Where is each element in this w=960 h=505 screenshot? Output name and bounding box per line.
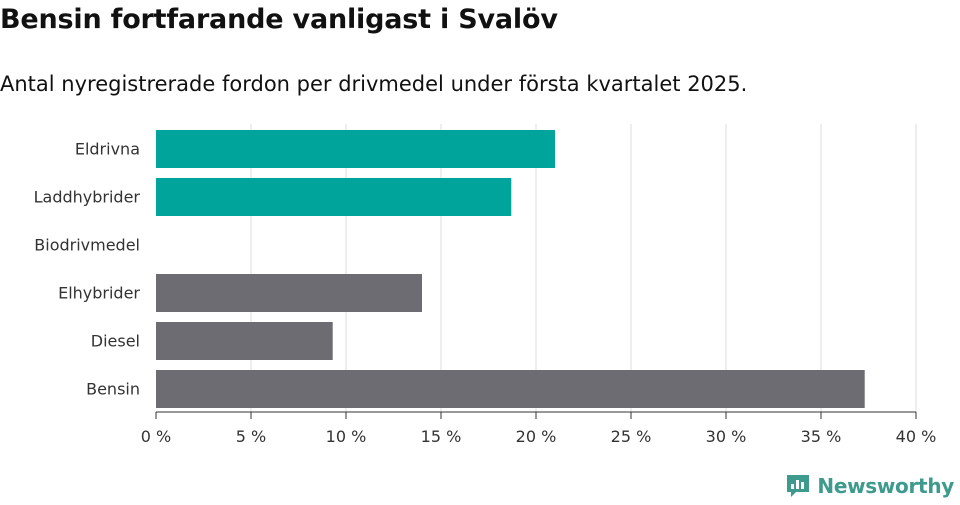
brand-logo: Newsworthy bbox=[785, 473, 954, 499]
x-tick-label: 35 % bbox=[801, 427, 842, 446]
bar-bensin bbox=[156, 370, 865, 408]
category-label: Diesel bbox=[91, 332, 140, 351]
chart-subtitle: Antal nyregistrerade fordon per drivmede… bbox=[0, 72, 748, 96]
x-axis: 0 % 5 % 10 % 15 % 20 % 25 % 30 % 35 % 40 % bbox=[141, 411, 937, 446]
x-tick-label: 10 % bbox=[326, 427, 367, 446]
bar-laddhybrider bbox=[156, 178, 512, 216]
x-tick-label: 0 % bbox=[141, 427, 171, 446]
x-tick-label: 20 % bbox=[516, 427, 557, 446]
chart-title: Bensin fortfarande vanligast i Svalöv bbox=[0, 4, 558, 35]
x-tick-label: 25 % bbox=[611, 427, 652, 446]
x-tick-label: 30 % bbox=[706, 427, 747, 446]
x-tick-label: 5 % bbox=[236, 427, 266, 446]
bars bbox=[156, 130, 865, 408]
category-labels: Eldrivna Laddhybrider Biodrivmedel Elhybrid… bbox=[34, 140, 141, 399]
category-label: Eldrivna bbox=[75, 140, 140, 159]
category-label: Biodrivmedel bbox=[34, 236, 140, 255]
brand-name: Newsworthy bbox=[817, 474, 954, 498]
category-label: Elhybrider bbox=[58, 284, 140, 303]
category-label: Laddhybrider bbox=[34, 188, 141, 207]
bar-elhybrider bbox=[156, 274, 422, 312]
newsworthy-logo-icon bbox=[787, 475, 810, 497]
bar-diesel bbox=[156, 322, 333, 360]
category-label: Bensin bbox=[86, 380, 140, 399]
bar-eldrivna bbox=[156, 130, 555, 168]
x-tick-label: 15 % bbox=[421, 427, 462, 446]
x-tick-label: 40 % bbox=[896, 427, 937, 446]
grid-lines bbox=[250, 124, 917, 412]
